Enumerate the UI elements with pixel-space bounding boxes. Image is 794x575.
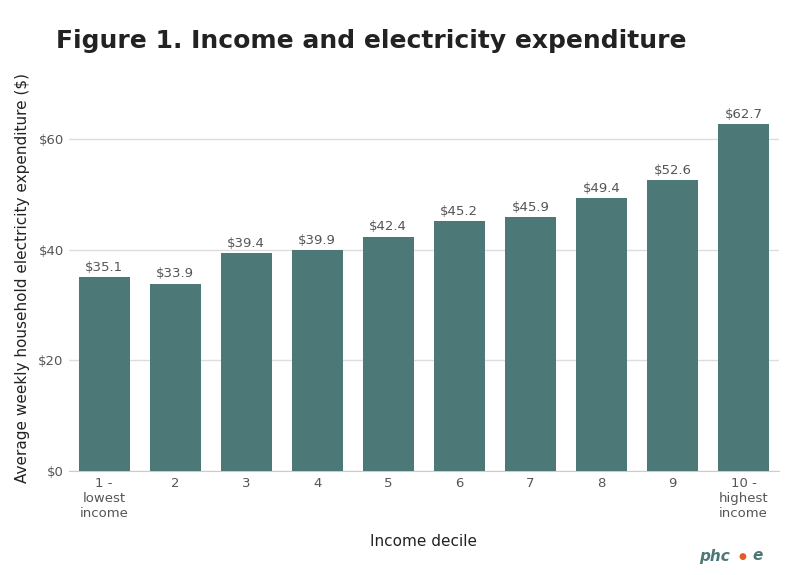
- Text: $39.4: $39.4: [227, 237, 265, 250]
- Bar: [79, 277, 129, 471]
- Text: Figure 1. Income and electricity expenditure: Figure 1. Income and electricity expendi…: [56, 29, 686, 53]
- Text: phc: phc: [699, 549, 730, 564]
- Text: $42.4: $42.4: [369, 220, 407, 233]
- Bar: [291, 251, 343, 471]
- Text: $33.9: $33.9: [156, 267, 195, 280]
- Text: $39.9: $39.9: [299, 234, 336, 247]
- Text: ●: ●: [738, 551, 746, 561]
- Text: $62.7: $62.7: [724, 108, 762, 121]
- Y-axis label: Average weekly household electricity expenditure ($): Average weekly household electricity exp…: [15, 72, 30, 482]
- Bar: [505, 217, 556, 471]
- Text: $52.6: $52.6: [653, 164, 692, 177]
- X-axis label: Income decile: Income decile: [370, 534, 477, 549]
- Text: $35.1: $35.1: [85, 260, 123, 274]
- Bar: [434, 221, 485, 471]
- Bar: [221, 253, 272, 471]
- Bar: [363, 236, 414, 471]
- Bar: [576, 198, 627, 471]
- Bar: [149, 283, 201, 471]
- Bar: [647, 180, 698, 471]
- Text: $49.4: $49.4: [583, 182, 620, 194]
- Bar: [718, 124, 769, 471]
- Text: $45.2: $45.2: [441, 205, 478, 218]
- Text: $45.9: $45.9: [511, 201, 549, 214]
- Text: e: e: [753, 549, 763, 564]
